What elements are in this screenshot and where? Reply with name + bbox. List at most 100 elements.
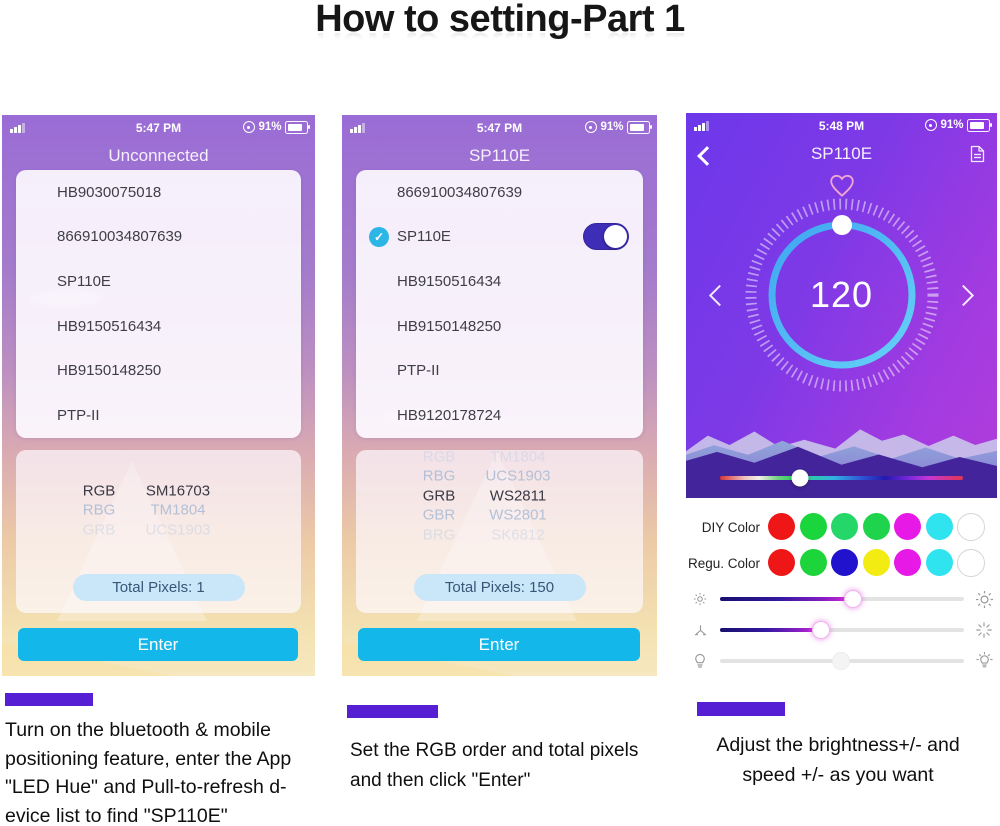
color-swatch[interactable] — [925, 513, 953, 540]
orientation-lock-icon — [584, 121, 597, 134]
caption-line: speed +/- as you want — [742, 764, 934, 786]
color-swatch[interactable] — [862, 549, 890, 576]
color-swatch[interactable] — [768, 549, 795, 576]
caption-line: Set the RGB order and total pixels — [350, 740, 639, 761]
step2-caption: Set the RGB order and total pixels and th… — [350, 736, 670, 796]
phone-screen-device-list: 5:47 PM 91% Unconnected HB9030075018 8669… — [2, 115, 315, 676]
device-name: PTP-II — [397, 362, 440, 380]
battery-percent: 91% — [940, 119, 964, 132]
picker-row[interactable]: GBR WS2801 — [356, 506, 643, 526]
battery-icon — [285, 121, 310, 134]
picker-row[interactable]: GRB UCS1903 — [16, 520, 301, 540]
color-swatch[interactable] — [799, 549, 827, 576]
ic-chip-option: UCS1903 — [145, 521, 211, 539]
device-list-item[interactable]: PTP-II — [16, 393, 301, 438]
color-swatch[interactable] — [831, 513, 858, 540]
dial-knob — [831, 215, 852, 235]
white-brightness-slider-track[interactable] — [720, 652, 964, 670]
speed-low-icon — [688, 623, 712, 638]
device-list: 866910034807639 ✓ SP110E HB9150516434 HB9150… — [356, 170, 643, 438]
caption-line: Turn on the bluetooth & mobile — [5, 719, 271, 741]
total-pixels-button[interactable]: Total Pixels: 150 — [413, 574, 586, 601]
device-list-item[interactable]: HB9150516434 — [16, 304, 301, 349]
sun-small-icon — [688, 592, 712, 606]
color-swatch[interactable] — [957, 549, 985, 577]
battery-icon — [967, 119, 992, 132]
rgb-order-picker-card: RGB TM1804 RBG UCS1903 GRB WS2811 GBR WS2801 BRG… — [356, 450, 643, 613]
color-swatch[interactable] — [894, 513, 921, 540]
step-marker — [5, 693, 93, 706]
next-chevron-icon[interactable] — [952, 284, 975, 307]
picker-row[interactable]: BRG SK6812 — [356, 525, 643, 545]
picker-row[interactable]: RGB SM16703 — [16, 481, 301, 501]
picker-wheel[interactable]: RGB TM1804 RBG UCS1903 GRB WS2811 GBR WS2801 BRG… — [356, 450, 643, 545]
device-list-item[interactable]: HB9150148250 — [356, 304, 643, 349]
favorite-heart-icon[interactable] — [828, 173, 856, 198]
regu-color-row: Regu. Color — [686, 548, 998, 578]
device-title: SP110E — [810, 144, 873, 163]
diy-color-row: DIY Color — [686, 512, 998, 542]
brightness-slider-row — [686, 589, 998, 609]
speed-dial[interactable]: 120 — [742, 195, 942, 395]
page-title: How to setting-Part 1 — [315, 0, 685, 40]
device-title: SP110E — [468, 146, 531, 165]
bulb-bright-icon — [972, 651, 996, 671]
notes-document-icon[interactable] — [970, 145, 985, 163]
device-list-item[interactable]: PTP-II — [356, 348, 643, 393]
white-brightness-slider-knob[interactable] — [831, 652, 850, 670]
hue-slider-knob[interactable] — [791, 469, 809, 487]
rgb-order-option: GBR — [422, 506, 456, 524]
ic-chip-option: TM1804 — [490, 450, 546, 466]
device-list-item[interactable]: SP110E — [16, 259, 301, 304]
color-swatch[interactable] — [831, 549, 858, 576]
caption-line: and then click "Enter" — [350, 770, 531, 791]
device-name: 866910034807639 — [397, 183, 523, 201]
total-pixels-button[interactable]: Total Pixels: 1 — [72, 574, 245, 601]
picker-row[interactable]: RBG TM1804 — [16, 501, 301, 521]
device-list-item[interactable]: 866910034807639 — [356, 170, 643, 215]
speed-slider-track[interactable] — [720, 621, 964, 639]
brightness-slider-track[interactable] — [720, 590, 964, 608]
device-list-item[interactable]: HB9120178724 — [356, 393, 643, 438]
enter-button[interactable]: Enter — [358, 628, 640, 661]
color-swatch[interactable] — [957, 513, 985, 541]
ic-chip-option: WS2801 — [489, 506, 547, 524]
device-name: SP110E — [397, 228, 451, 246]
status-bar: 5:48 PM 91% — [686, 113, 997, 137]
brightness-slider-knob[interactable] — [843, 590, 862, 608]
device-name: HB9120178724 — [397, 406, 502, 424]
step1-caption: Turn on the bluetooth & mobile positionin… — [5, 716, 325, 826]
rgb-order-option: GRB — [82, 521, 116, 539]
color-swatch[interactable] — [799, 513, 827, 540]
toggle-knob — [604, 225, 627, 249]
color-swatch[interactable] — [894, 549, 921, 576]
speed-slider-knob[interactable] — [812, 621, 831, 639]
device-list: HB9030075018 866910034807639 SP110E HB91505… — [16, 170, 301, 438]
picker-wheel[interactable]: RGB SM16703 RBG TM1804 GRB UCS1903 — [16, 481, 301, 540]
color-swatch[interactable] — [862, 513, 890, 540]
color-swatch[interactable] — [925, 549, 953, 576]
rgb-order-option: RBG — [82, 501, 116, 519]
diy-color-label: DIY Color — [701, 519, 760, 535]
picker-row[interactable]: RBG UCS1903 — [356, 467, 643, 487]
device-list-item[interactable]: ✓ SP110E — [356, 215, 643, 260]
device-list-item[interactable]: 866910034807639 — [16, 215, 301, 260]
picker-row[interactable]: GRB WS2811 — [356, 486, 643, 506]
connection-toggle[interactable] — [583, 223, 629, 251]
rgb-order-option: RGB — [422, 450, 456, 466]
device-name: HB9150516434 — [57, 317, 162, 335]
status-time: 5:47 PM — [476, 121, 523, 135]
enter-button[interactable]: Enter — [18, 628, 298, 661]
device-list-item[interactable]: HB9150516434 — [356, 259, 643, 304]
orientation-lock-icon — [242, 121, 255, 134]
device-name: HB9030075018 — [57, 183, 162, 201]
color-swatch[interactable] — [768, 513, 795, 540]
device-list-item[interactable]: HB9150148250 — [16, 348, 301, 393]
sun-large-icon — [972, 590, 996, 609]
prev-chevron-icon[interactable] — [708, 284, 731, 307]
picker-row[interactable]: RGB TM1804 — [356, 450, 643, 467]
hue-slider[interactable] — [720, 469, 963, 487]
device-list-item[interactable]: HB9030075018 — [16, 170, 301, 215]
device-name: HB9150148250 — [397, 317, 502, 335]
